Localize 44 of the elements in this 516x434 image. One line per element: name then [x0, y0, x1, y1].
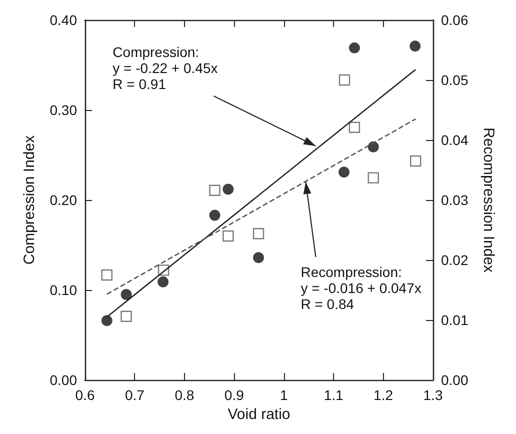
y2-tick-label: 0.02: [441, 252, 468, 268]
y2-tick-label: 0.05: [441, 72, 468, 88]
x-tick-label: 0.8: [174, 387, 194, 403]
point: [338, 74, 350, 86]
point: [101, 315, 112, 326]
x-axis-title: Void ratio: [228, 406, 290, 423]
point: [209, 210, 220, 221]
point: [120, 289, 132, 300]
point: [222, 230, 234, 242]
x-tick-label: 0.6: [75, 387, 95, 403]
y-tick-label: 0.10: [50, 282, 78, 298]
point: [120, 310, 132, 322]
point: [410, 155, 422, 167]
y-tick-label: 0.30: [50, 102, 78, 118]
point: [338, 166, 350, 178]
point: [209, 184, 220, 196]
x-tick-label: 0.7: [124, 387, 145, 403]
x-tick-label: 1.2: [374, 387, 394, 403]
y2-tick-label: 0.06: [441, 12, 468, 28]
point: [252, 228, 264, 240]
x-tick-label: 1.1: [324, 387, 344, 403]
y2-tick-label: 0.03: [441, 192, 468, 208]
y-tick-label: 0.20: [50, 192, 78, 208]
y2-tick-label: 0.00: [441, 372, 468, 388]
x-tick-label: 0.9: [224, 387, 244, 403]
y-axis-title: Compression Index: [21, 134, 38, 265]
point: [222, 184, 234, 195]
point: [348, 122, 360, 133]
point: [368, 172, 379, 184]
point: [368, 141, 379, 152]
y2-tick-label: 0.04: [441, 132, 468, 148]
x-tick-label: 1: [280, 387, 288, 403]
y2-axis-title: Recompression Index: [480, 127, 497, 274]
annotation: Recompression: y = -0.016 + 0.047x R = 0.84: [300, 264, 422, 312]
point: [348, 42, 360, 54]
y-tick-label: 0.00: [50, 372, 78, 388]
point: [158, 276, 169, 288]
point: [253, 252, 264, 264]
y2-tick-label: 0.01: [441, 312, 468, 328]
point: [101, 269, 112, 281]
x-tick-label: 1.3: [423, 387, 443, 403]
y-tick-label: 0.40: [50, 12, 78, 28]
point: [410, 40, 421, 52]
annotation: Compression: y = -0.22 + 0.45x R = 0.91: [112, 44, 218, 92]
